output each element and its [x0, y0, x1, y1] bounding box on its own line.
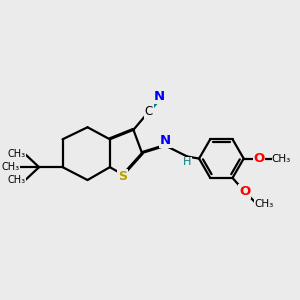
Text: N: N — [154, 90, 165, 104]
Text: O: O — [239, 185, 250, 198]
Text: O: O — [254, 152, 265, 165]
Text: CH₃: CH₃ — [255, 199, 274, 208]
Text: N: N — [160, 134, 171, 147]
Text: CH₃: CH₃ — [8, 149, 26, 159]
Text: CH₃: CH₃ — [1, 162, 19, 172]
Text: CH₃: CH₃ — [272, 154, 291, 164]
Text: C: C — [145, 105, 153, 118]
Text: S: S — [118, 170, 127, 183]
Text: CH₃: CH₃ — [8, 175, 26, 185]
Text: H: H — [183, 157, 191, 167]
